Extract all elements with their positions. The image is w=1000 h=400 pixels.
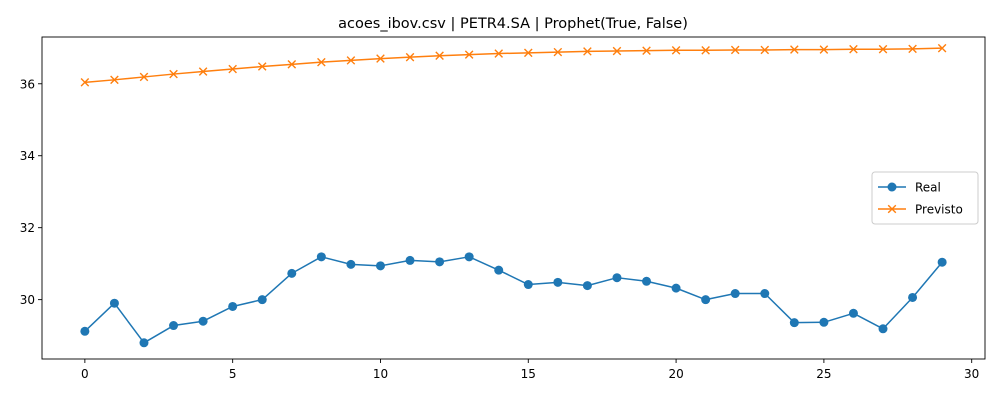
legend-label: Real <box>915 181 941 195</box>
data-point <box>139 72 149 82</box>
data-point <box>730 45 740 55</box>
data-point <box>701 295 711 305</box>
data-point <box>257 295 267 305</box>
data-point <box>671 283 681 293</box>
data-point <box>760 289 770 299</box>
chart-title: acoes_ibov.csv | PETR4.SA | Prophet(True… <box>338 16 688 32</box>
data-point <box>908 44 917 54</box>
x-tick-label: 0 <box>81 367 89 381</box>
legend-label: Previsto <box>915 203 963 217</box>
series-line-real <box>84 256 943 344</box>
data-point <box>376 54 385 63</box>
data-point <box>375 261 385 271</box>
y-tick-label: 34 <box>20 149 35 163</box>
data-point <box>80 326 90 336</box>
plot-frame <box>41 36 986 360</box>
data-point <box>583 47 592 56</box>
series-previsto <box>80 43 947 87</box>
data-point <box>523 48 533 58</box>
data-point <box>169 321 179 331</box>
data-point <box>435 51 444 61</box>
data-point <box>405 255 415 265</box>
series-real <box>80 252 947 348</box>
data-point <box>849 44 858 54</box>
data-point <box>523 280 533 290</box>
data-point <box>346 56 356 65</box>
data-point <box>701 46 710 55</box>
data-point <box>198 316 208 326</box>
data-point <box>317 57 326 67</box>
plot-area <box>80 43 947 348</box>
data-point <box>848 308 858 318</box>
x-tick-label: 30 <box>964 367 979 381</box>
x-tick-label: 20 <box>668 367 683 381</box>
data-point <box>937 257 947 267</box>
data-point <box>198 67 208 76</box>
data-point <box>110 75 119 85</box>
data-point <box>937 43 947 53</box>
data-point <box>464 50 474 59</box>
data-point <box>257 62 267 71</box>
series-line-previsto <box>84 47 943 84</box>
data-point <box>553 47 563 57</box>
data-point <box>878 324 888 334</box>
data-point <box>730 289 740 299</box>
data-point <box>346 259 356 269</box>
legend-item-real: Real <box>878 181 941 195</box>
data-point <box>494 265 504 275</box>
x-tick-label: 15 <box>521 367 536 381</box>
data-point <box>287 268 297 278</box>
y-tick-label: 32 <box>20 221 35 235</box>
data-point <box>819 317 829 327</box>
y-tick-label: 36 <box>20 77 35 91</box>
data-point <box>671 46 681 55</box>
data-point <box>228 64 237 74</box>
x-tick-label: 5 <box>229 367 237 381</box>
axes: 0 5 10 15 20 25 30 30 32 34 36 <box>20 36 986 381</box>
data-point <box>908 292 918 302</box>
data-point <box>760 45 770 55</box>
legend-marker <box>887 182 897 192</box>
legend-item-previsto: Previsto <box>878 203 963 217</box>
x-tick-label: 10 <box>373 367 388 381</box>
data-point <box>287 60 297 69</box>
data-point <box>109 298 119 308</box>
data-point <box>878 44 888 54</box>
data-point <box>612 273 622 283</box>
legend: Real Previsto <box>871 171 979 225</box>
data-point <box>139 338 149 348</box>
legend-box <box>871 171 979 225</box>
data-point <box>405 52 415 62</box>
data-point <box>612 46 622 56</box>
data-point <box>642 276 652 286</box>
data-point <box>169 69 178 79</box>
x-tick-label: 25 <box>816 367 831 381</box>
data-point <box>80 78 90 87</box>
data-point <box>819 45 829 54</box>
data-point <box>494 49 504 58</box>
data-point <box>642 46 651 55</box>
data-point <box>464 252 474 262</box>
data-point <box>582 281 592 291</box>
legend-marker <box>887 204 897 214</box>
data-point <box>435 257 445 267</box>
y-tick-label: 30 <box>20 293 35 307</box>
data-point <box>228 301 238 311</box>
data-point <box>553 277 563 287</box>
data-point <box>790 45 799 54</box>
data-point <box>789 318 799 328</box>
data-point <box>316 252 326 262</box>
